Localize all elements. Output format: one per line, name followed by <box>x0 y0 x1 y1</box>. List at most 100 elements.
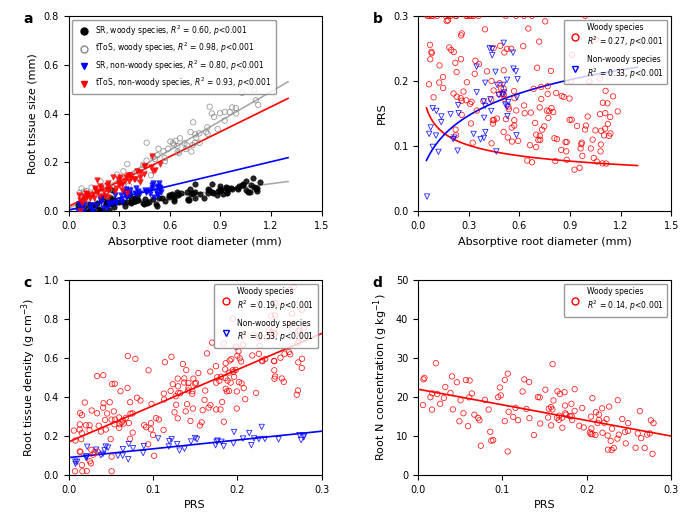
Point <box>81 421 92 429</box>
Point <box>84 194 95 202</box>
Point <box>106 416 117 424</box>
Point <box>92 409 103 418</box>
Point <box>473 60 484 68</box>
Point <box>559 388 570 397</box>
Point <box>479 114 490 122</box>
Point <box>123 419 134 427</box>
Point <box>221 183 232 192</box>
Point <box>172 187 183 196</box>
Point <box>190 380 201 388</box>
Point <box>168 197 179 205</box>
Point <box>575 144 586 153</box>
Point <box>172 190 183 199</box>
Point <box>503 105 514 114</box>
Point <box>543 114 554 122</box>
Point <box>543 82 553 90</box>
Y-axis label: Root N concentration (g kg$^{-1}$): Root N concentration (g kg$^{-1}$) <box>372 294 390 461</box>
Point <box>125 171 136 180</box>
Point <box>84 201 95 210</box>
Point <box>207 180 218 188</box>
Point <box>115 387 126 395</box>
Point <box>648 419 659 427</box>
Point <box>155 159 166 168</box>
Point <box>267 328 278 336</box>
Point <box>167 380 178 389</box>
Point <box>220 374 231 382</box>
Point <box>478 97 489 106</box>
Point <box>206 109 217 118</box>
Point <box>134 178 145 186</box>
Point <box>607 425 618 433</box>
Point <box>147 184 158 192</box>
Point <box>466 98 477 106</box>
Point <box>502 133 513 142</box>
Point <box>536 83 547 91</box>
Point <box>130 190 141 198</box>
Point <box>141 187 152 196</box>
Point <box>138 200 149 208</box>
Point <box>116 191 127 199</box>
Point <box>535 136 546 144</box>
Point <box>145 163 156 172</box>
Point <box>86 406 97 414</box>
Point <box>153 145 164 153</box>
Point <box>195 190 206 199</box>
Point <box>77 199 88 208</box>
Point <box>228 367 239 376</box>
Point <box>110 191 121 199</box>
Point <box>190 379 201 387</box>
Point <box>451 92 462 101</box>
Point <box>101 409 112 418</box>
Point <box>619 428 630 436</box>
Point <box>124 189 135 197</box>
Point <box>460 376 471 384</box>
Point <box>614 67 625 76</box>
Point <box>151 182 162 191</box>
Point <box>423 80 434 89</box>
Point <box>111 198 122 206</box>
Point <box>98 371 109 380</box>
Point <box>78 195 89 203</box>
Point <box>92 447 103 456</box>
Point <box>87 196 98 204</box>
Point <box>223 369 234 377</box>
Point <box>645 429 656 438</box>
Point <box>190 138 201 147</box>
Point <box>102 186 113 194</box>
Point <box>147 179 158 187</box>
Point <box>296 436 307 444</box>
Point <box>74 188 85 197</box>
Point <box>425 123 436 131</box>
Point <box>141 156 152 165</box>
Point <box>208 188 219 197</box>
Point <box>471 106 482 115</box>
Point <box>248 183 259 192</box>
Point <box>486 96 497 104</box>
Point <box>488 119 499 128</box>
Point <box>140 187 151 196</box>
Point <box>623 419 634 427</box>
Point <box>99 416 110 424</box>
Point <box>119 188 129 196</box>
Point <box>531 130 542 139</box>
Point <box>486 437 497 445</box>
Point <box>172 440 183 448</box>
Point <box>551 89 562 97</box>
Point <box>299 324 310 332</box>
Point <box>512 416 523 425</box>
Point <box>123 352 134 360</box>
Point <box>545 67 556 75</box>
Text: b: b <box>373 12 382 26</box>
Point <box>566 51 577 59</box>
Point <box>511 131 522 139</box>
Point <box>183 383 194 392</box>
Point <box>121 413 132 422</box>
Point <box>238 435 249 443</box>
Point <box>151 414 162 422</box>
Point <box>432 390 443 398</box>
Point <box>77 411 88 419</box>
Point <box>464 100 475 108</box>
X-axis label: PRS: PRS <box>534 501 556 511</box>
Point <box>216 185 227 194</box>
Point <box>153 194 164 202</box>
